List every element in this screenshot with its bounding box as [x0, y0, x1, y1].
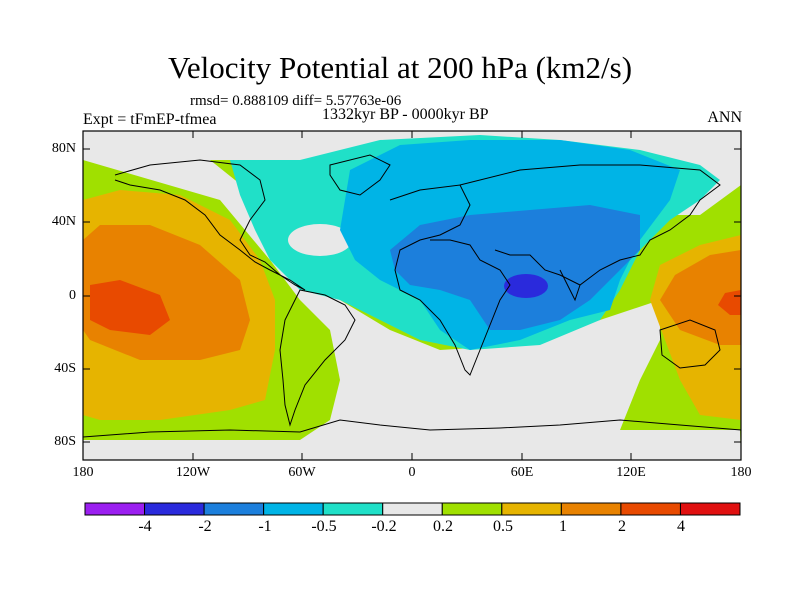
colorbar-swatch — [84, 502, 146, 516]
colorbar-label: 4 — [677, 518, 685, 535]
colorbar-label: 1 — [559, 518, 567, 535]
period-label: 1332kyr BP - 0000kyr BP — [322, 106, 489, 123]
axis-ticks — [83, 131, 741, 460]
colorbar-swatch — [679, 502, 741, 516]
contour-fill — [83, 131, 741, 460]
colorbar-label: 0.5 — [493, 518, 513, 535]
stats-text: rmsd= 0.888109 diff= 5.57763e-06 — [190, 93, 402, 109]
colorbar-swatch — [441, 502, 503, 516]
colorbar-label: 2 — [618, 518, 626, 535]
colorbar-label: -2 — [198, 518, 212, 535]
colorbar-swatch — [501, 502, 562, 516]
colorbar-label: -4 — [138, 518, 152, 535]
coastlines — [83, 154, 741, 438]
map-title: Velocity Potential at 200 hPa (km2/s) — [167, 50, 633, 85]
lon-label-180e: 180 — [730, 465, 752, 480]
colorbar-swatch — [382, 502, 443, 516]
experiment-label: Expt = tFmEP-tfmea — [83, 111, 217, 128]
lon-label-120w: 120W — [175, 465, 211, 480]
lat-label-40n: 40N — [51, 214, 76, 229]
lon-label-60w: 60W — [288, 465, 316, 480]
colorbar-swatch — [263, 502, 324, 516]
colorbar-swatch — [144, 502, 205, 516]
lat-label-40s: 40S — [54, 361, 76, 376]
lon-label-0: 0 — [408, 465, 416, 480]
lat-label-80n: 80N — [51, 141, 76, 156]
lon-label-180w: 180 — [72, 465, 94, 480]
colorbar-label: 0.2 — [433, 518, 453, 535]
colorbar-swatch — [203, 502, 265, 516]
colorbar-swatch — [322, 502, 384, 516]
colorbar — [84, 502, 741, 516]
lon-label-120e: 120E — [616, 465, 646, 480]
season-label: ANN — [707, 109, 742, 126]
colorbar-label: -0.2 — [371, 518, 397, 535]
lat-label-80s: 80S — [54, 434, 76, 449]
lat-label-0: 0 — [69, 288, 76, 303]
colorbar-swatch — [560, 502, 622, 516]
colorbar-swatch — [620, 502, 681, 516]
colorbar-label: -0.5 — [311, 518, 337, 535]
lon-label-60e: 60E — [510, 465, 534, 480]
colorbar-label: -1 — [258, 518, 272, 535]
